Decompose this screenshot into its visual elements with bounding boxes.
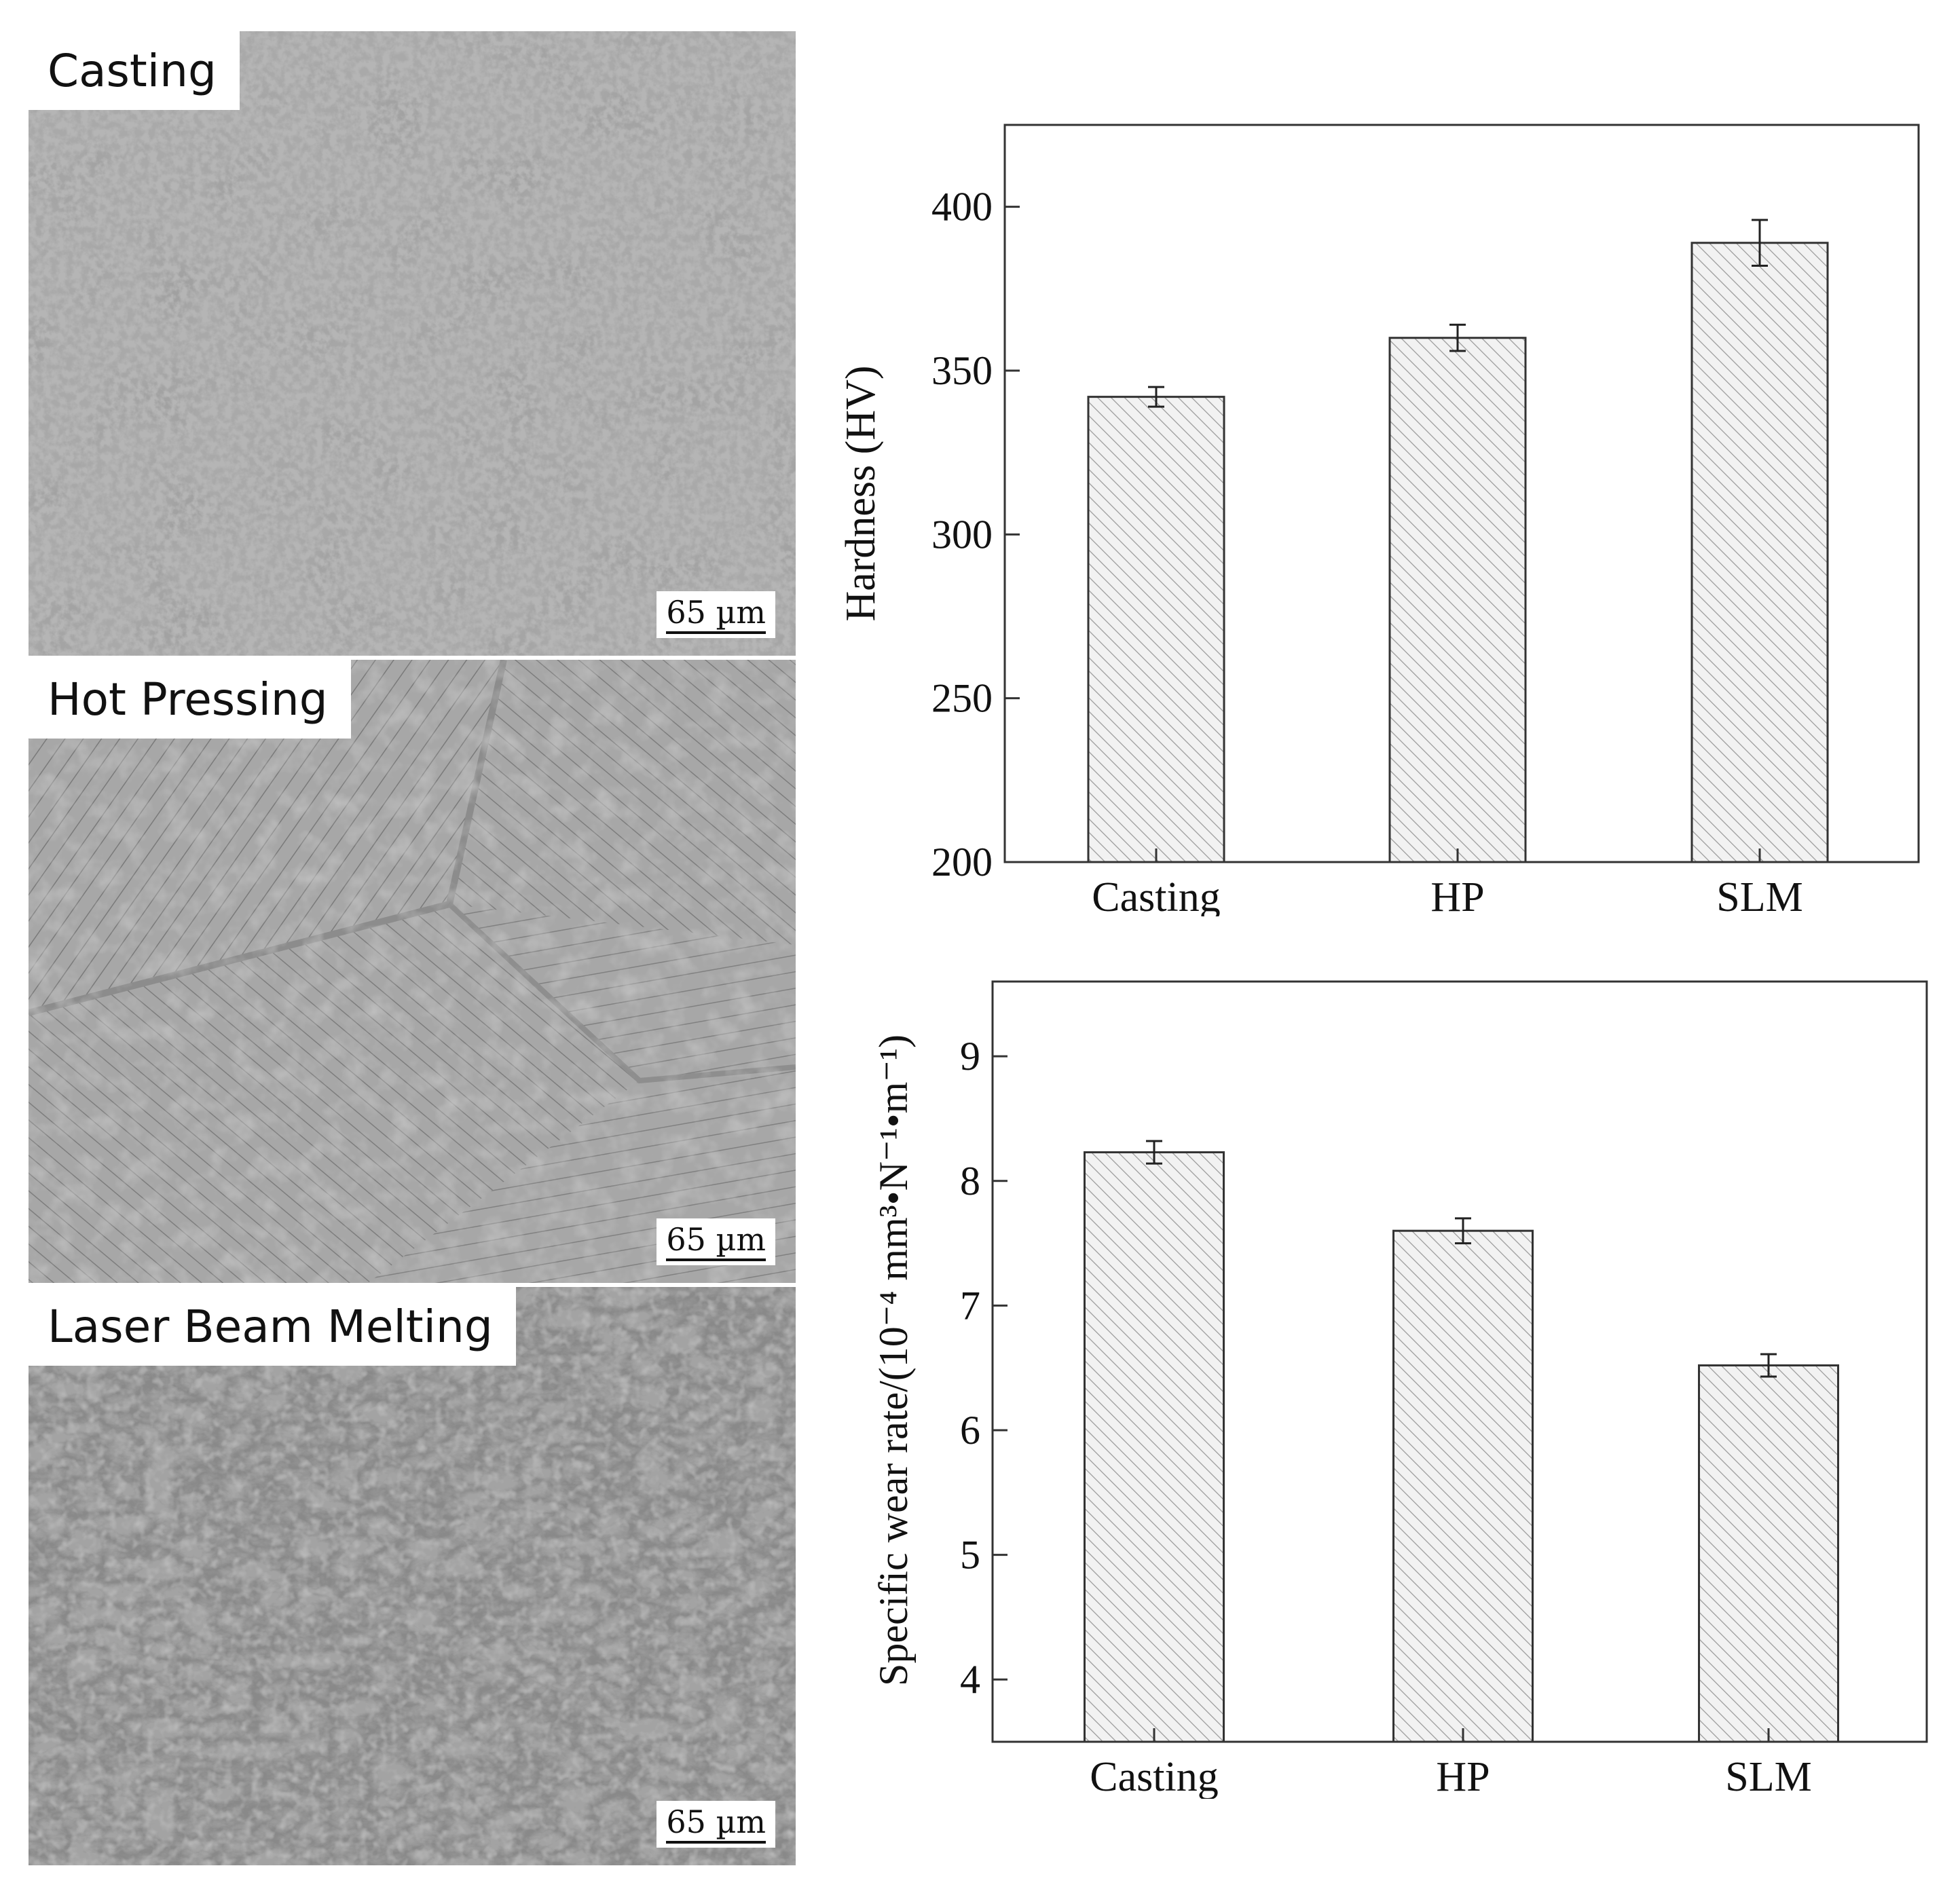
error-bar-slm xyxy=(1752,219,1768,267)
y-tick-label: 5 xyxy=(960,1533,980,1578)
y-tick-label: 4 xyxy=(960,1657,980,1702)
error-bar-casting xyxy=(1146,1140,1162,1165)
scale-bar-label: 65 µm xyxy=(666,1221,766,1258)
scale-bar: 65 µm xyxy=(657,591,775,638)
scale-bar: 65 µm xyxy=(657,1801,775,1848)
error-bar-hp xyxy=(1455,1217,1471,1245)
y-axis-label: Hardness (HV) xyxy=(838,365,884,621)
y-axis-label: Specific wear rate/(10⁻⁴ mm³•N⁻¹•m⁻¹) xyxy=(871,1034,916,1686)
micrograph-hot-pressing: Hot Pressing 65 µm xyxy=(29,660,796,1283)
y-tick-label: 400 xyxy=(931,185,993,229)
error-bar-slm xyxy=(1760,1353,1777,1378)
bar-casting xyxy=(1087,396,1225,863)
x-tick-label: SLM xyxy=(1716,874,1802,916)
micrograph-casting: Casting 65 µm xyxy=(29,31,796,656)
scale-bar-label: 65 µm xyxy=(666,1804,766,1841)
micrograph-hot-pressing-image xyxy=(29,660,796,1283)
micrograph-laser-beam-melting-image xyxy=(29,1287,796,1865)
y-tick-label: 350 xyxy=(931,348,993,393)
micrograph-casting-image xyxy=(29,31,796,656)
scale-bar-line xyxy=(666,631,766,634)
x-tick-label: HP xyxy=(1430,874,1484,916)
scale-bar-label: 65 µm xyxy=(666,594,766,631)
micrograph-laser-beam-melting: Laser Beam Melting 65 µm xyxy=(29,1287,796,1865)
scale-bar-line xyxy=(666,1258,766,1261)
micrograph-label: Casting xyxy=(29,31,240,110)
x-tick-label: HP xyxy=(1436,1754,1490,1799)
y-tick-label: 300 xyxy=(931,512,993,557)
bar-slm xyxy=(1698,1364,1839,1743)
plot-frame xyxy=(1003,124,1920,863)
bar-hp xyxy=(1388,337,1527,863)
scale-bar: 65 µm xyxy=(657,1218,775,1265)
bar-slm xyxy=(1690,242,1829,863)
wear-rate-chart: 4 5 6 7 8 9 Casting HP SLM Specific wear rate/(1… xyxy=(871,980,1928,1799)
y-tick-label: 9 xyxy=(960,1034,980,1079)
error-bar-hp xyxy=(1449,323,1466,352)
bar-casting xyxy=(1084,1151,1225,1743)
error-bar-casting xyxy=(1148,386,1164,408)
hardness-chart: 200 250 300 350 400 Casting HP SLM Hardness (HV… xyxy=(838,124,1920,916)
y-tick-label: 200 xyxy=(931,840,993,884)
y-tick-label: 250 xyxy=(931,676,993,721)
plot-frame xyxy=(991,980,1928,1743)
x-tick-label: SLM xyxy=(1725,1754,1811,1799)
scale-bar-line xyxy=(666,1841,766,1844)
x-tick-label: Casting xyxy=(1092,874,1220,916)
bar-hp xyxy=(1392,1229,1534,1743)
x-tick-label: Casting xyxy=(1090,1754,1218,1799)
y-tick-label: 8 xyxy=(960,1159,980,1203)
y-tick-label: 6 xyxy=(960,1408,980,1453)
micrograph-label: Hot Pressing xyxy=(29,660,351,739)
y-tick-label: 7 xyxy=(960,1283,980,1328)
micrograph-label: Laser Beam Melting xyxy=(29,1287,516,1366)
